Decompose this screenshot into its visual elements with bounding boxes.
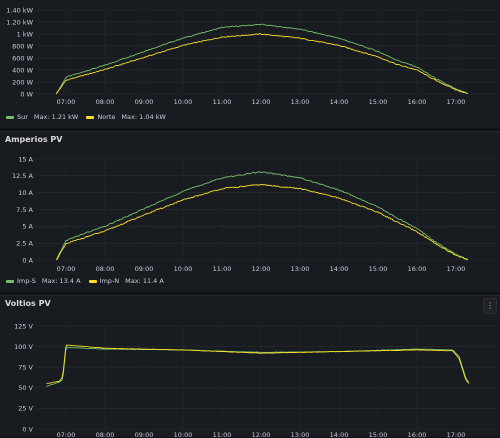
legend-swatch [6,115,14,119]
legend-max-value: Max: 1.21 kW [33,113,79,121]
panel-menu-button[interactable]: ⋮ [483,298,497,314]
power-panel: 0 W 200 W 400 W 600 W 800 W 1 kW 1.20 kW 1.40 k… [0,0,500,128]
amperios-panel: Amperios PV 0 A 2.5 A 5 A 7.5 A 10 A 12.5 A 15… [0,131,500,292]
y-tick-label: 7.5 A [16,206,33,214]
legend-max-value: Max: 13.4 A [41,277,81,285]
legend-item[interactable]: Sur Max: 1.21 kW [6,113,78,121]
x-tick-label: 11:00 [213,265,232,273]
y-tick-label: 5 A [22,223,33,231]
x-tick-label: 07:00 [57,265,76,273]
series-line [55,23,468,95]
x-tick-label: 10:00 [174,98,193,106]
x-tick-label: 12:00 [252,431,271,438]
legend-series-name: Imp-S [17,277,36,285]
y-tick-label: 10 A [18,189,33,197]
y-tick-label: 100 V [14,343,33,351]
legend-max-value: Max: 1.04 kW [121,113,166,121]
vertical-ellipsis-icon: ⋮ [486,301,494,310]
x-tick-label: 09:00 [135,265,154,273]
y-tick-label: 125 V [14,322,33,330]
x-tick-label: 12:00 [252,265,271,273]
x-tick-label: 14:00 [330,98,349,106]
amperios-chart[interactable]: 0 A 2.5 A 5 A 7.5 A 10 A 12.5 A 15 A 07:00 08:00… [0,147,500,289]
x-tick-label: 08:00 [96,98,115,106]
panel-title: Amperios PV [5,135,63,144]
x-tick-label: 13:00 [291,265,310,273]
y-tick-label: 50 V [18,384,33,392]
y-tick-label: 2.5 A [16,239,33,247]
voltios-chart[interactable]: 0 V 25 V 50 V 75 V 100 V 125 V 07:00 08:00 09:00… [0,312,500,438]
x-tick-label: 14:00 [330,265,349,273]
legend-item[interactable]: Norte Max: 1.04 kW [86,113,166,121]
y-tick-label: 1 kW [17,30,34,38]
x-tick-label: 09:00 [135,431,154,438]
legend-max-value: Max: 11.4 A [125,277,164,285]
legend-item[interactable]: Imp-S Max: 13.4 A [6,277,81,285]
x-tick-label: 07:00 [57,98,76,106]
amperios-legend: Imp-S Max: 13.4 A Imp-N Max: 11.4 A [6,277,164,285]
x-tick-label: 13:00 [291,431,310,438]
x-tick-label: 16:00 [408,98,427,106]
x-tick-label: 09:00 [135,98,154,106]
legend-series-name: Norte [97,113,116,121]
x-tick-label: 08:00 [96,431,115,438]
y-tick-label: 1.20 kW [6,18,33,26]
y-tick-label: 0 A [22,256,33,264]
series-line [55,183,468,261]
x-tick-label: 16:00 [408,265,427,273]
series-line [46,344,470,385]
y-tick-label: 400 W [12,66,33,74]
y-tick-label: 75 V [18,364,33,372]
power-chart[interactable]: 0 W 200 W 400 W 600 W 800 W 1 kW 1.20 kW 1.40 k… [0,0,500,112]
x-tick-label: 14:00 [330,431,349,438]
series-line [55,33,468,95]
x-tick-label: 11:00 [213,431,232,438]
legend-swatch [88,279,97,283]
x-tick-label: 16:00 [408,431,427,438]
series-line [46,347,470,387]
y-tick-label: 15 A [18,155,33,163]
power-legend: Sur Max: 1.21 kW Norte Max: 1.04 kW [6,113,166,121]
x-tick-label: 17:00 [447,431,466,438]
y-tick-label: 0 W [20,90,33,98]
legend-series-name: Imp-N [99,277,120,285]
x-tick-label: 12:00 [252,98,271,106]
y-tick-label: 800 W [12,42,33,50]
panel-title: Voltios PV [5,299,51,308]
y-tick-label: 600 W [12,54,33,62]
series-line [55,171,469,261]
x-tick-label: 08:00 [96,265,115,273]
y-tick-label: 200 W [12,78,33,86]
x-tick-label: 07:00 [57,431,76,438]
x-tick-label: 10:00 [174,431,193,438]
x-tick-label: 17:00 [447,265,466,273]
x-tick-label: 15:00 [369,265,388,273]
y-tick-label: 25 V [18,405,33,413]
x-tick-label: 10:00 [174,265,193,273]
x-tick-label: 15:00 [369,431,388,438]
legend-swatch [6,279,14,283]
y-tick-label: 1.40 kW [6,6,33,14]
legend-series-name: Sur [17,113,28,121]
x-tick-label: 11:00 [213,98,232,106]
voltios-panel: Voltios PV ⋮ 0 V 25 V 50 V 75 V 100 V 125 V 07… [0,295,500,438]
x-tick-label: 15:00 [369,98,388,106]
legend-item[interactable]: Imp-N Max: 11.4 A [88,277,164,285]
y-tick-label: 12.5 A [12,172,34,180]
x-tick-label: 13:00 [291,98,310,106]
legend-swatch [86,115,95,119]
y-tick-label: 0 V [22,425,33,433]
x-tick-label: 17:00 [447,98,466,106]
